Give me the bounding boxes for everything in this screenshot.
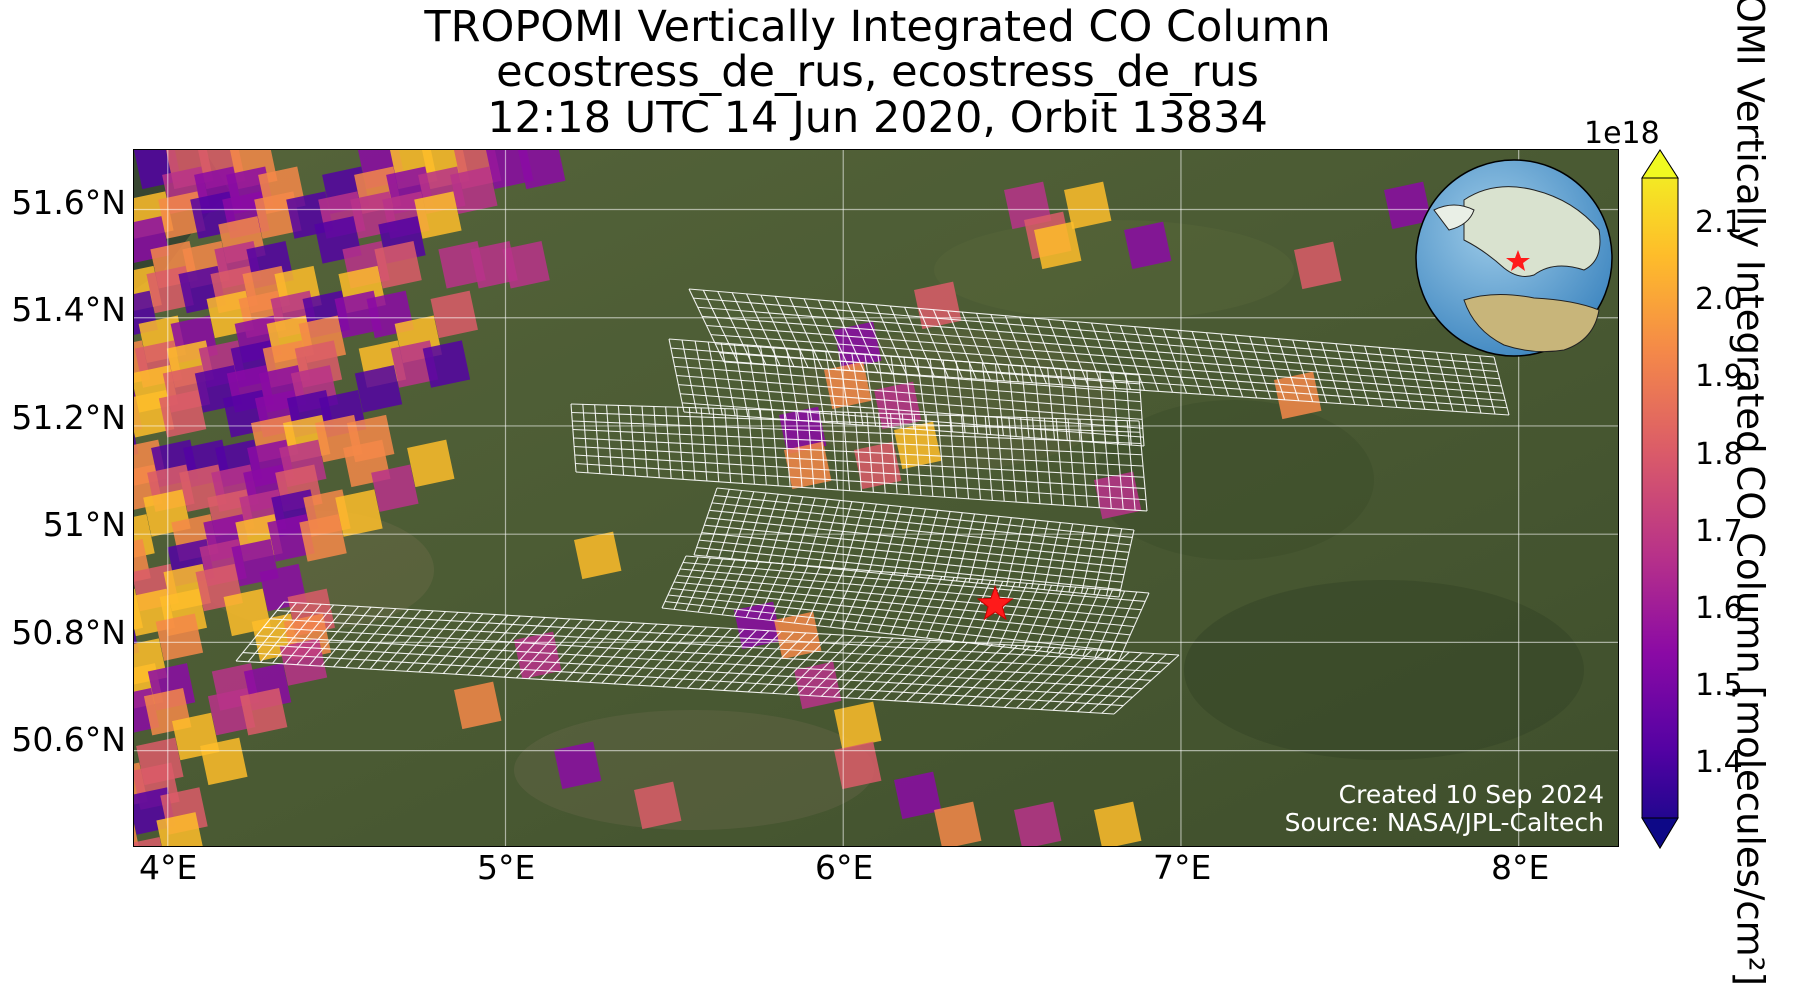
co-pixel [502, 241, 549, 288]
co-pixel [834, 702, 881, 749]
co-pixel [454, 682, 501, 729]
map-title-line-2: ecostress_de_rus, ecostress_de_rus [0, 49, 1755, 95]
co-pixel [335, 489, 382, 536]
co-pixel [371, 464, 418, 511]
co-pixel [1124, 222, 1171, 269]
co-pixel [450, 167, 497, 214]
map-title-line-1: TROPOMI Vertically Integrated CO Column [0, 4, 1755, 50]
lon-tick-label: 7°E [1153, 848, 1211, 887]
co-pixel [374, 241, 421, 288]
co-pixel [414, 191, 461, 238]
lon-tick-label: 4°E [139, 848, 197, 887]
co-pixel [554, 742, 601, 789]
lat-tick-label: 51°N [43, 505, 126, 544]
co-pixel [834, 742, 881, 789]
co-pixel [355, 365, 402, 412]
colorbar-exponent: 1e18 [1584, 116, 1660, 151]
lat-tick-label: 51.4°N [11, 290, 126, 329]
map-panel: Created 10 Sep 2024 Source: NASA/JPL-Cal… [133, 149, 1619, 847]
co-pixel [407, 440, 454, 487]
colorbar-label: TROPOMI Vertically Integrated CO Column … [1729, 0, 1772, 986]
co-pixel [1034, 222, 1081, 269]
lat-tick-label: 50.6°N [11, 720, 126, 759]
co-pixel [894, 772, 941, 819]
co-pixel [1064, 182, 1111, 229]
co-pixel [774, 612, 821, 659]
globe-inset [1416, 160, 1612, 356]
co-pixel [634, 782, 681, 829]
lon-tick-label: 6°E [815, 848, 873, 887]
co-pixel [1294, 242, 1341, 289]
co-pixel [574, 532, 621, 579]
co-pixel [299, 514, 346, 561]
co-pixel [431, 291, 478, 338]
lon-tick-label: 8°E [1491, 848, 1549, 887]
co-pixel [156, 613, 203, 660]
co-pixel [159, 390, 206, 437]
co-pixel [240, 688, 287, 735]
lat-tick-label: 51.2°N [11, 398, 126, 437]
co-pixel [914, 282, 961, 329]
source-credit: Source: NASA/JPL-Caltech [1285, 808, 1604, 837]
lon-tick-label: 5°E [477, 848, 535, 887]
map-title-line-3: 12:18 UTC 14 Jun 2020, Orbit 13834 [0, 95, 1755, 141]
colorbar [1640, 148, 1680, 850]
map-canvas: Created 10 Sep 2024 Source: NASA/JPL-Cal… [134, 150, 1619, 847]
lat-tick-label: 50.8°N [11, 613, 126, 652]
co-pixel [423, 340, 470, 387]
lat-tick-label: 51.6°N [11, 183, 126, 222]
co-pixel [200, 738, 247, 785]
created-credit: Created 10 Sep 2024 [1339, 780, 1604, 809]
